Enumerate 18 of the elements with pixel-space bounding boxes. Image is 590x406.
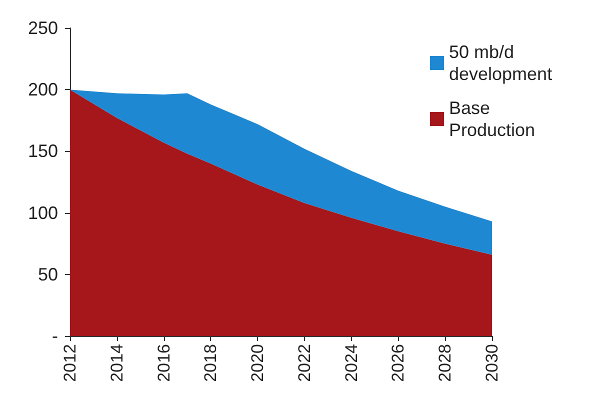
y-tick-label: 50 xyxy=(38,264,58,284)
y-tick-label: - xyxy=(52,326,58,346)
y-tick-label: 250 xyxy=(28,18,58,38)
x-tick-label: 2016 xyxy=(154,344,174,382)
y-tick-label: 150 xyxy=(28,141,58,162)
y-tick-label: 200 xyxy=(28,80,58,100)
x-tick-label: 2024 xyxy=(342,344,361,382)
x-tick-label: 2026 xyxy=(388,344,408,382)
x-tick-label: 2018 xyxy=(201,344,220,382)
x-tick-label: 2012 xyxy=(60,344,80,382)
x-tick-label: 2022 xyxy=(294,344,314,382)
y-tick-label: 100 xyxy=(28,202,58,223)
legend-label: 50 mb/d development xyxy=(449,42,552,84)
x-tick-label: 2014 xyxy=(107,344,126,382)
x-tick-label: 2028 xyxy=(436,344,455,382)
x-tick-label: 2020 xyxy=(248,344,268,382)
legend-label: Base Production xyxy=(449,98,536,140)
x-tick-label: 2030 xyxy=(482,344,502,382)
